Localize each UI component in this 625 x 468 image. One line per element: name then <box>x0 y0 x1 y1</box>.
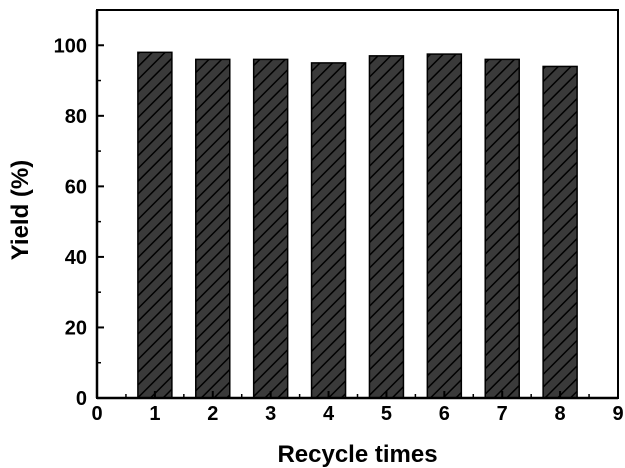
y-tick-label: 40 <box>65 247 87 269</box>
y-tick-label: 100 <box>54 35 87 57</box>
bar <box>426 53 463 399</box>
axes-group: 0 1 2 3 4 5 6 7 8 9 0 20 40 60 80 100 <box>54 9 624 425</box>
x-tick-label: 2 <box>207 403 218 425</box>
plot-frame <box>96 9 619 399</box>
bar <box>542 65 578 399</box>
x-tick-label: 6 <box>439 403 450 425</box>
x-tick-label: 4 <box>323 403 335 425</box>
y-axis-title: Yield (%) <box>7 160 34 260</box>
x-tick-label: 1 <box>149 403 160 425</box>
x-tick-label: 8 <box>555 403 566 425</box>
bar <box>484 58 520 399</box>
bars-group <box>137 51 578 399</box>
y-tick-label: 80 <box>65 106 87 128</box>
x-tick-label: 0 <box>91 403 102 425</box>
y-tick-label: 60 <box>65 176 87 198</box>
x-tick-label: 7 <box>497 403 508 425</box>
x-tick-label: 9 <box>612 403 623 425</box>
bar <box>137 51 173 399</box>
bar <box>310 62 347 399</box>
x-tick-label: 5 <box>381 403 392 425</box>
bar <box>368 55 405 399</box>
bar <box>252 58 289 399</box>
x-axis-title: Recycle times <box>277 441 437 468</box>
bar <box>195 58 231 399</box>
y-tick-label: 0 <box>76 388 87 410</box>
x-tick-label: 3 <box>265 403 276 425</box>
y-tick-label: 20 <box>65 317 87 339</box>
